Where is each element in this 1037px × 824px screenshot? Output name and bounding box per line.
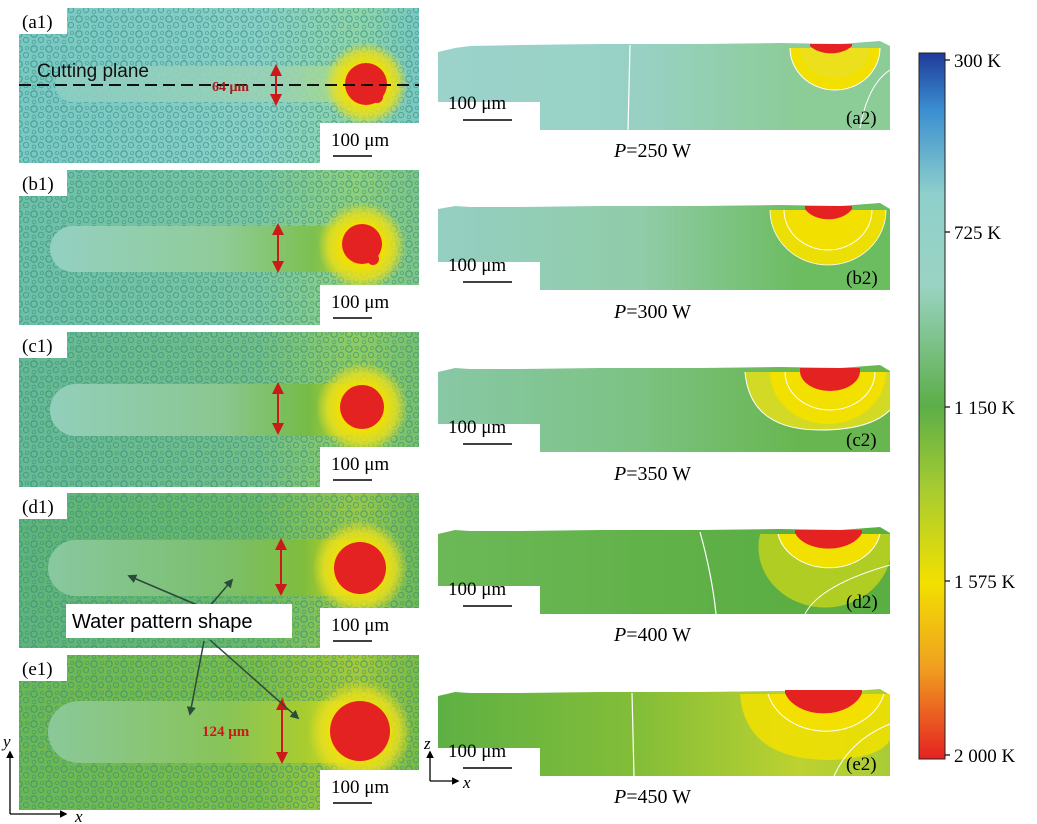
panel-label-a1: (a1): [22, 12, 53, 33]
colorbar-tick-1: 725 K: [954, 223, 1001, 244]
power-label-c2: P=350 W: [613, 463, 691, 485]
zx-axis-indicator: z x: [423, 734, 471, 792]
x-axis-label: x: [74, 807, 83, 824]
power-label-d2: P=400 W: [613, 624, 691, 646]
scale-label-c2: 100 μm: [448, 417, 506, 438]
top-view-a1: [19, 8, 419, 163]
annotation-arrow: [208, 578, 234, 608]
panel-label-e1: (e1): [22, 659, 53, 680]
cross-section-b2: [438, 203, 890, 290]
panel-label-a2: (a2): [846, 108, 877, 129]
scale-label-b2: 100 μm: [448, 255, 506, 276]
annotation-arrow: [127, 574, 203, 608]
panel-label-d1: (d1): [22, 497, 54, 518]
panel-label-c1: (c1): [22, 336, 53, 357]
power-label-e2: P=450 W: [613, 786, 691, 808]
cross-section-e2: [438, 689, 891, 777]
colorbar-gradient: [918, 52, 946, 760]
cross-section-a2: [438, 41, 891, 131]
panel-label-d2: (d2): [846, 592, 878, 613]
xy-axis-indicator: y x: [1, 732, 83, 824]
z-axis-label: z: [423, 734, 431, 753]
width-label-e1: 124 μm: [202, 724, 250, 740]
cross-section-labels: (a2) (b2) (c2) (d2) (e2) 100 μm 100 μm 1…: [448, 93, 878, 808]
scale-label-e2: 100 μm: [448, 741, 506, 762]
scale-label-a1: 100 μm: [331, 130, 389, 151]
panel-label-e2: (e2): [846, 754, 877, 775]
panel-label-c2: (c2): [846, 430, 877, 451]
top-view-labels: (a1) (b1) (c1) (d1) (e1) 100 μm 100 μm 1…: [19, 8, 419, 810]
water-pattern-box: [66, 604, 292, 638]
width-label-a1: 64 μm: [212, 80, 249, 95]
colorbar-tick-2: 1 150 K: [954, 398, 1016, 419]
scale-label-b1: 100 μm: [331, 292, 389, 313]
top-view-c1: [19, 332, 419, 487]
annotation-arrow: [186, 640, 205, 716]
scale-label-d1: 100 μm: [331, 615, 389, 636]
scale-label-a2: 100 μm: [448, 93, 506, 114]
scale-label-c1: 100 μm: [331, 454, 389, 475]
x-axis-label-side: x: [462, 773, 471, 792]
colorbar: 300 K 725 K 1 150 K 1 575 K 2 000 K: [918, 51, 1016, 767]
panel-label-b1: (b1): [22, 174, 54, 195]
cutting-plane-label: Cutting plane: [37, 61, 149, 82]
power-label-b2: P=300 W: [613, 301, 691, 323]
scale-label-e1: 100 μm: [331, 777, 389, 798]
power-label-a2: P=250 W: [613, 140, 691, 162]
y-axis-label: y: [1, 732, 11, 751]
colorbar-tick-4: 2 000 K: [954, 746, 1016, 767]
panel-label-b2: (b2): [846, 268, 878, 289]
cross-section-d2: [438, 527, 891, 615]
colorbar-tick-3: 1 575 K: [954, 572, 1016, 593]
cross-section-c2: [438, 365, 891, 452]
scale-label-d2: 100 μm: [448, 579, 506, 600]
water-pattern-label: Water pattern shape: [72, 611, 252, 633]
colorbar-tick-0: 300 K: [954, 51, 1001, 72]
annotation-arrow: [209, 639, 300, 720]
